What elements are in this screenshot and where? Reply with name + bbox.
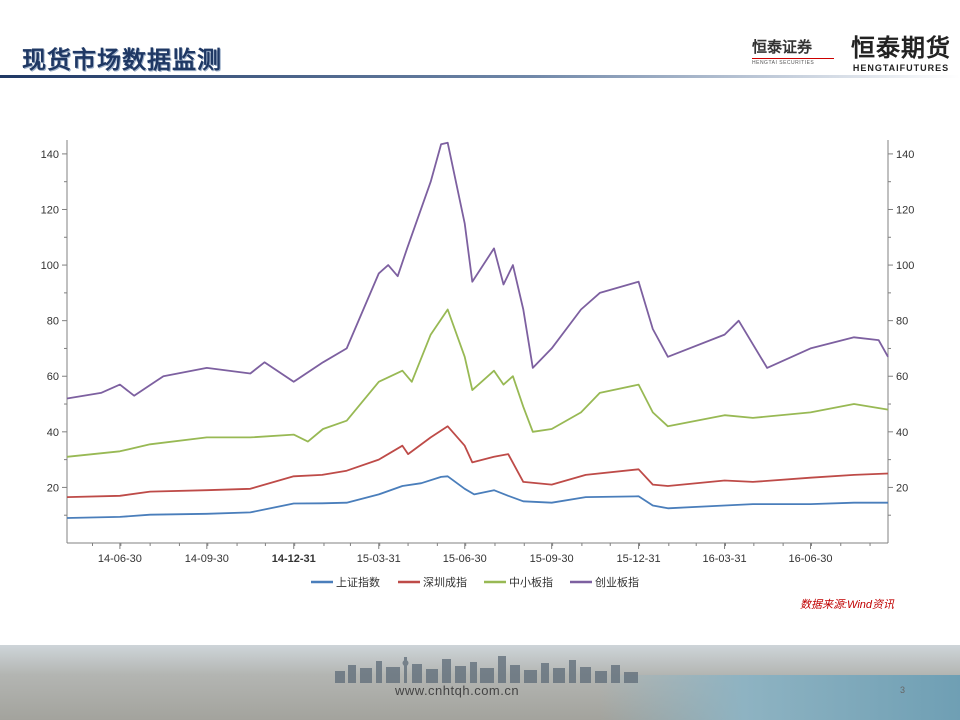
logo2-subtext: HENGTAIFUTURES <box>852 63 950 73</box>
y-tick-label-right: 120 <box>896 204 914 216</box>
footer-url: www.cnhtqh.com.cn <box>395 683 520 698</box>
city-skyline-image <box>335 656 638 683</box>
logo1-subtext: HENGTAI SECURITIES <box>752 58 834 66</box>
y-tick-label-right: 60 <box>896 371 908 383</box>
x-tick-label: 16-03-31 <box>703 553 747 565</box>
y-tick-label-right: 20 <box>896 482 908 494</box>
logo1-text: 恒泰证券 <box>752 38 813 56</box>
x-tick-label: 15-12-31 <box>617 553 661 565</box>
header-divider <box>0 75 960 78</box>
x-tick-label: 14-06-30 <box>98 553 142 565</box>
y-tick-label-left: 120 <box>41 204 59 216</box>
footer-sea <box>600 675 960 720</box>
y-tick-label-right: 140 <box>896 149 914 161</box>
footer-banner: www.cnhtqh.com.cn 3 <box>0 645 960 720</box>
x-tick-label: 15-03-31 <box>357 553 401 565</box>
y-tick-label-left: 40 <box>47 427 59 439</box>
y-tick-label-left: 100 <box>41 260 59 272</box>
legend-label-3: 中小板指 <box>509 575 553 589</box>
logo2-text: 恒泰期货 <box>851 34 951 62</box>
legend-label-2: 深圳成指 <box>423 575 467 589</box>
y-tick-label-left: 20 <box>47 482 59 494</box>
series-line-4 <box>66 141 889 400</box>
index-line-chart: 20 20 40 40 60 60 80 80 100 100 120 120 140 140 14-06-… <box>41 140 914 589</box>
page-number: 3 <box>900 685 906 695</box>
y-tick-label-left: 60 <box>47 371 59 383</box>
chart-axes: 20 20 40 40 60 60 80 80 100 100 120 120 140 140 14-06-… <box>41 140 914 565</box>
y-tick-label-left: 80 <box>47 316 59 328</box>
page-title: 现货市场数据监测 <box>22 46 222 74</box>
hengtai-futures-logo: 恒泰期货 HENGTAIFUTURES <box>846 28 956 73</box>
chart-series-lines <box>66 141 889 519</box>
x-tick-label: 14-12-31 <box>272 553 316 565</box>
chart-legend: 上证指数 深圳成指 中小板指 创业板指 <box>311 575 639 589</box>
x-tick-label: 16-06-30 <box>789 553 833 565</box>
series-line-1 <box>66 475 888 519</box>
series-line-2 <box>66 425 889 498</box>
legend-label-1: 上证指数 <box>336 575 380 589</box>
x-tick-label: 14-09-30 <box>185 553 229 565</box>
hengtai-securities-logo: 恒泰证券 HENGTAI SECURITIES <box>752 36 834 66</box>
y-tick-label-left: 140 <box>41 149 59 161</box>
data-source-note: 数据来源:Wind资讯 <box>800 599 895 611</box>
y-tick-label-right: 40 <box>896 427 908 439</box>
series-line-3 <box>66 308 889 458</box>
y-tick-label-right: 100 <box>896 260 914 272</box>
x-tick-label: 15-06-30 <box>443 553 487 565</box>
x-tick-label: 15-09-30 <box>530 553 574 565</box>
y-tick-label-right: 80 <box>896 316 908 328</box>
legend-label-4: 创业板指 <box>595 575 639 589</box>
